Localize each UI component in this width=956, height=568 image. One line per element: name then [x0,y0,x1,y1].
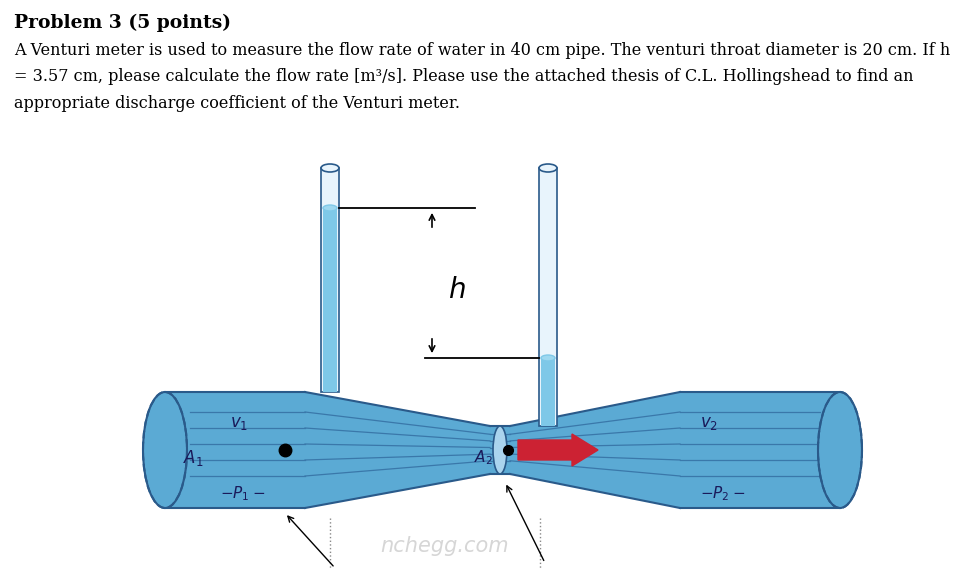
Polygon shape [490,426,510,474]
Ellipse shape [541,355,555,361]
Polygon shape [510,392,680,508]
Text: = 3.57 cm, please calculate the flow rate [m³/s]. Please use the attached thesis: = 3.57 cm, please calculate the flow rat… [14,68,914,85]
Polygon shape [539,168,557,426]
Text: $A_2$: $A_2$ [474,449,493,467]
Polygon shape [165,392,305,508]
Text: $v_1$: $v_1$ [230,416,249,432]
Text: $-P_2-$: $-P_2-$ [700,485,746,503]
Ellipse shape [539,164,557,172]
Text: Problem 3 (5 points): Problem 3 (5 points) [14,14,231,32]
Text: $-P_1-$: $-P_1-$ [220,485,266,503]
Ellipse shape [143,392,187,508]
FancyArrow shape [518,434,598,466]
Polygon shape [321,168,339,392]
Polygon shape [541,358,555,426]
Text: $v_2$: $v_2$ [700,416,718,432]
Polygon shape [323,208,337,392]
Text: $A_1$: $A_1$ [183,448,204,468]
Text: nchegg.com: nchegg.com [380,536,509,556]
Text: appropriate discharge coefficient of the Venturi meter.: appropriate discharge coefficient of the… [14,95,460,112]
Ellipse shape [323,205,337,211]
Text: $h$: $h$ [448,278,466,304]
Ellipse shape [321,164,339,172]
Text: A Venturi meter is used to measure the flow rate of water in 40 cm pipe. The ven: A Venturi meter is used to measure the f… [14,42,950,59]
Polygon shape [305,392,490,508]
Ellipse shape [493,426,507,474]
Ellipse shape [818,392,862,508]
Polygon shape [680,392,840,508]
